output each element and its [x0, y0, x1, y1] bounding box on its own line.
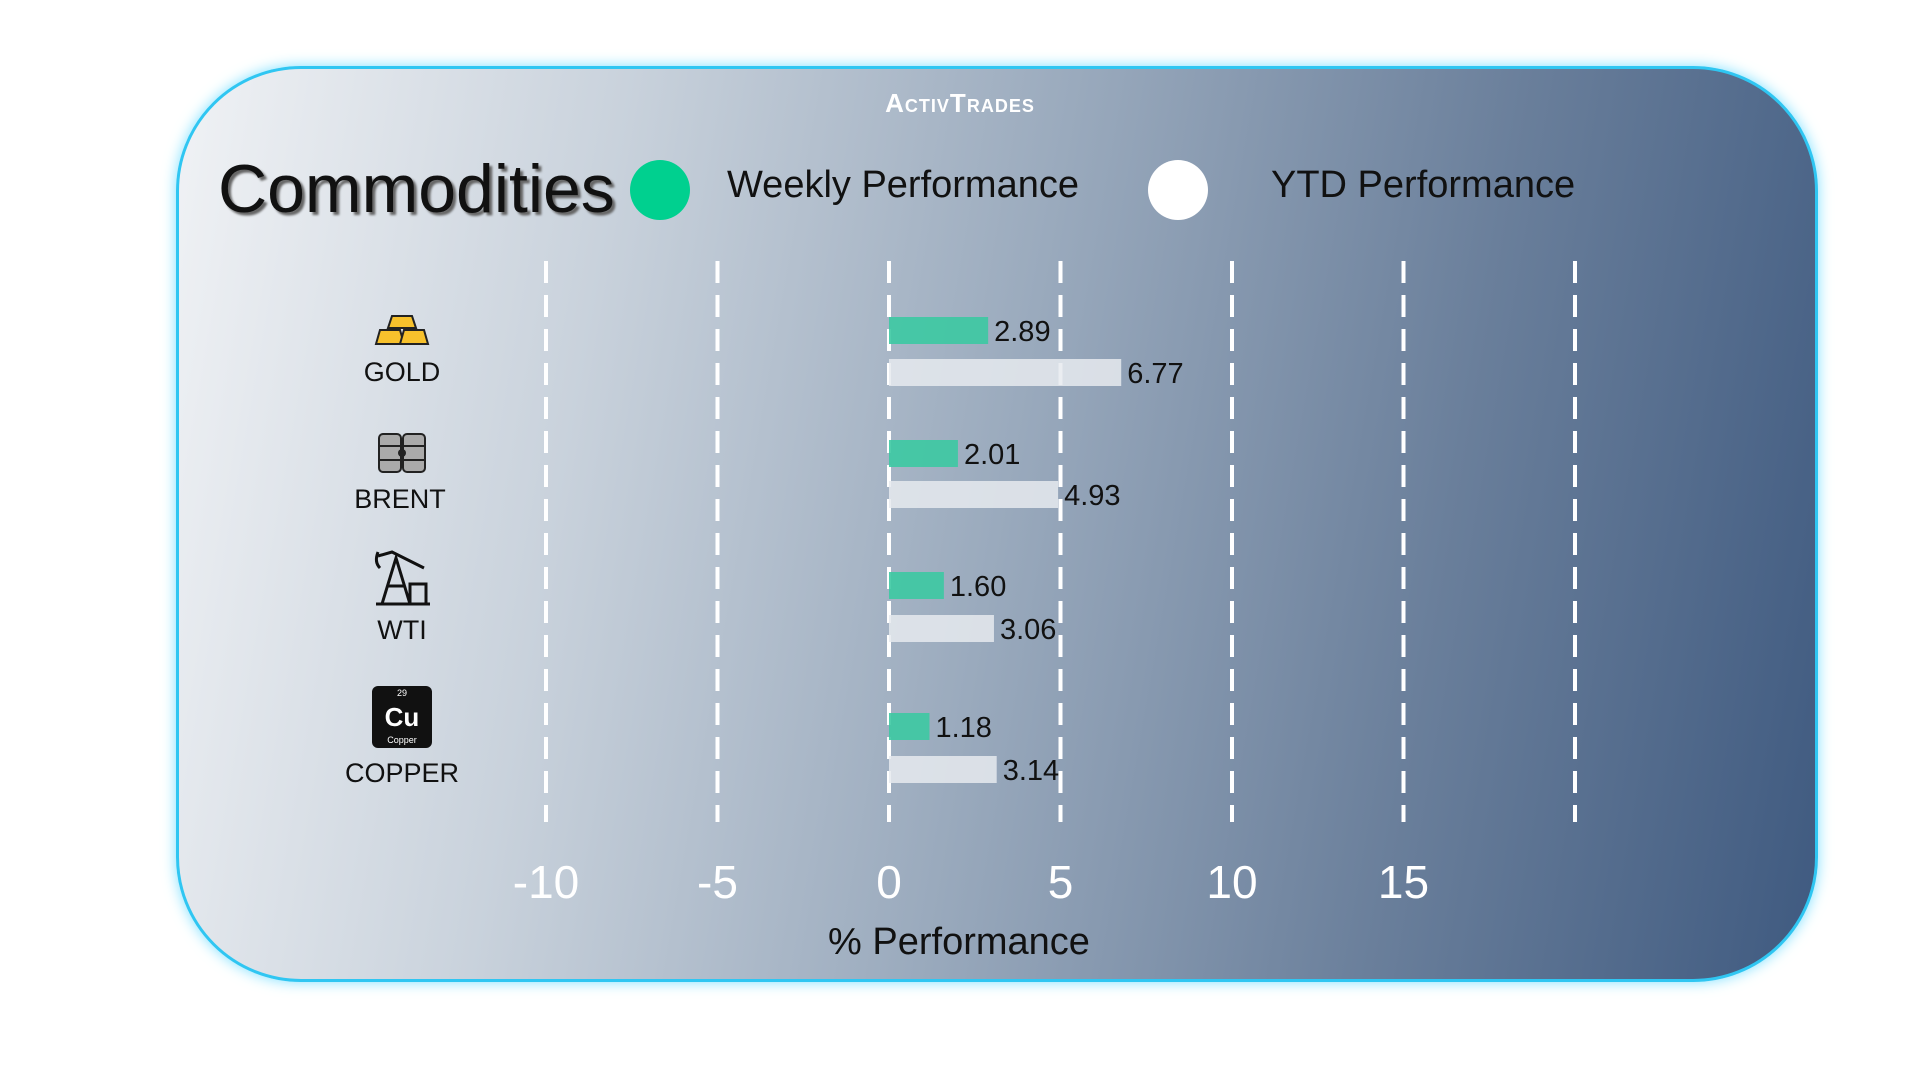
brand-logo: ActivTrades: [885, 88, 1035, 118]
category-label-wti: WTI: [377, 615, 427, 645]
x-tick-label: 10: [1206, 856, 1257, 908]
copper-symbol: Cu: [384, 702, 420, 732]
data-label: 1.18: [935, 712, 991, 744]
data-label: 1.60: [950, 571, 1006, 603]
x-tick-label: 0: [876, 856, 902, 908]
weekly-bar-gold: [889, 317, 989, 344]
chart-card: [176, 66, 1818, 982]
x-tick-label: -5: [697, 856, 738, 908]
gold-bars-icon: [372, 312, 432, 372]
category-label-copper: COPPER: [344, 758, 460, 788]
copper-name: Copper: [387, 735, 417, 745]
data-label: 2.01: [964, 439, 1020, 471]
copper-atomic-number: 29: [396, 688, 407, 698]
oil-pump-icon: [372, 546, 432, 606]
data-label: 3.14: [1003, 755, 1059, 787]
weekly-bar-wti: [889, 572, 944, 599]
weekly-bar-copper: [889, 713, 930, 740]
data-label: 2.89: [994, 316, 1050, 348]
oil-barrels-icon: [375, 430, 435, 490]
page-title: Commodities: [218, 151, 615, 227]
x-axis-label: % Performance: [828, 921, 1090, 963]
x-tick-label: 5: [1048, 856, 1074, 908]
ytd-bar-copper: [889, 756, 997, 783]
ytd-bar-gold: [889, 359, 1122, 386]
category-label-brent: BRENT: [354, 484, 446, 514]
data-label: 6.77: [1127, 358, 1183, 390]
copper-element-icon: 29 Cu Copper: [372, 686, 432, 748]
ytd-bar-brent: [889, 481, 1059, 508]
legend-ytd-label: YTD Performance: [1271, 164, 1576, 206]
x-tick-label: 15: [1378, 856, 1429, 908]
legend-weekly-label: Weekly Performance: [727, 164, 1079, 206]
data-label: 3.06: [1000, 614, 1056, 646]
ytd-bar-wti: [889, 615, 994, 642]
x-tick-label: -10: [513, 856, 579, 908]
category-label-gold: GOLD: [363, 357, 441, 387]
legend-ytd-dot: [1148, 160, 1208, 220]
data-label: 4.93: [1064, 480, 1120, 512]
weekly-bar-brent: [889, 440, 958, 467]
legend-weekly-dot: [630, 160, 690, 220]
